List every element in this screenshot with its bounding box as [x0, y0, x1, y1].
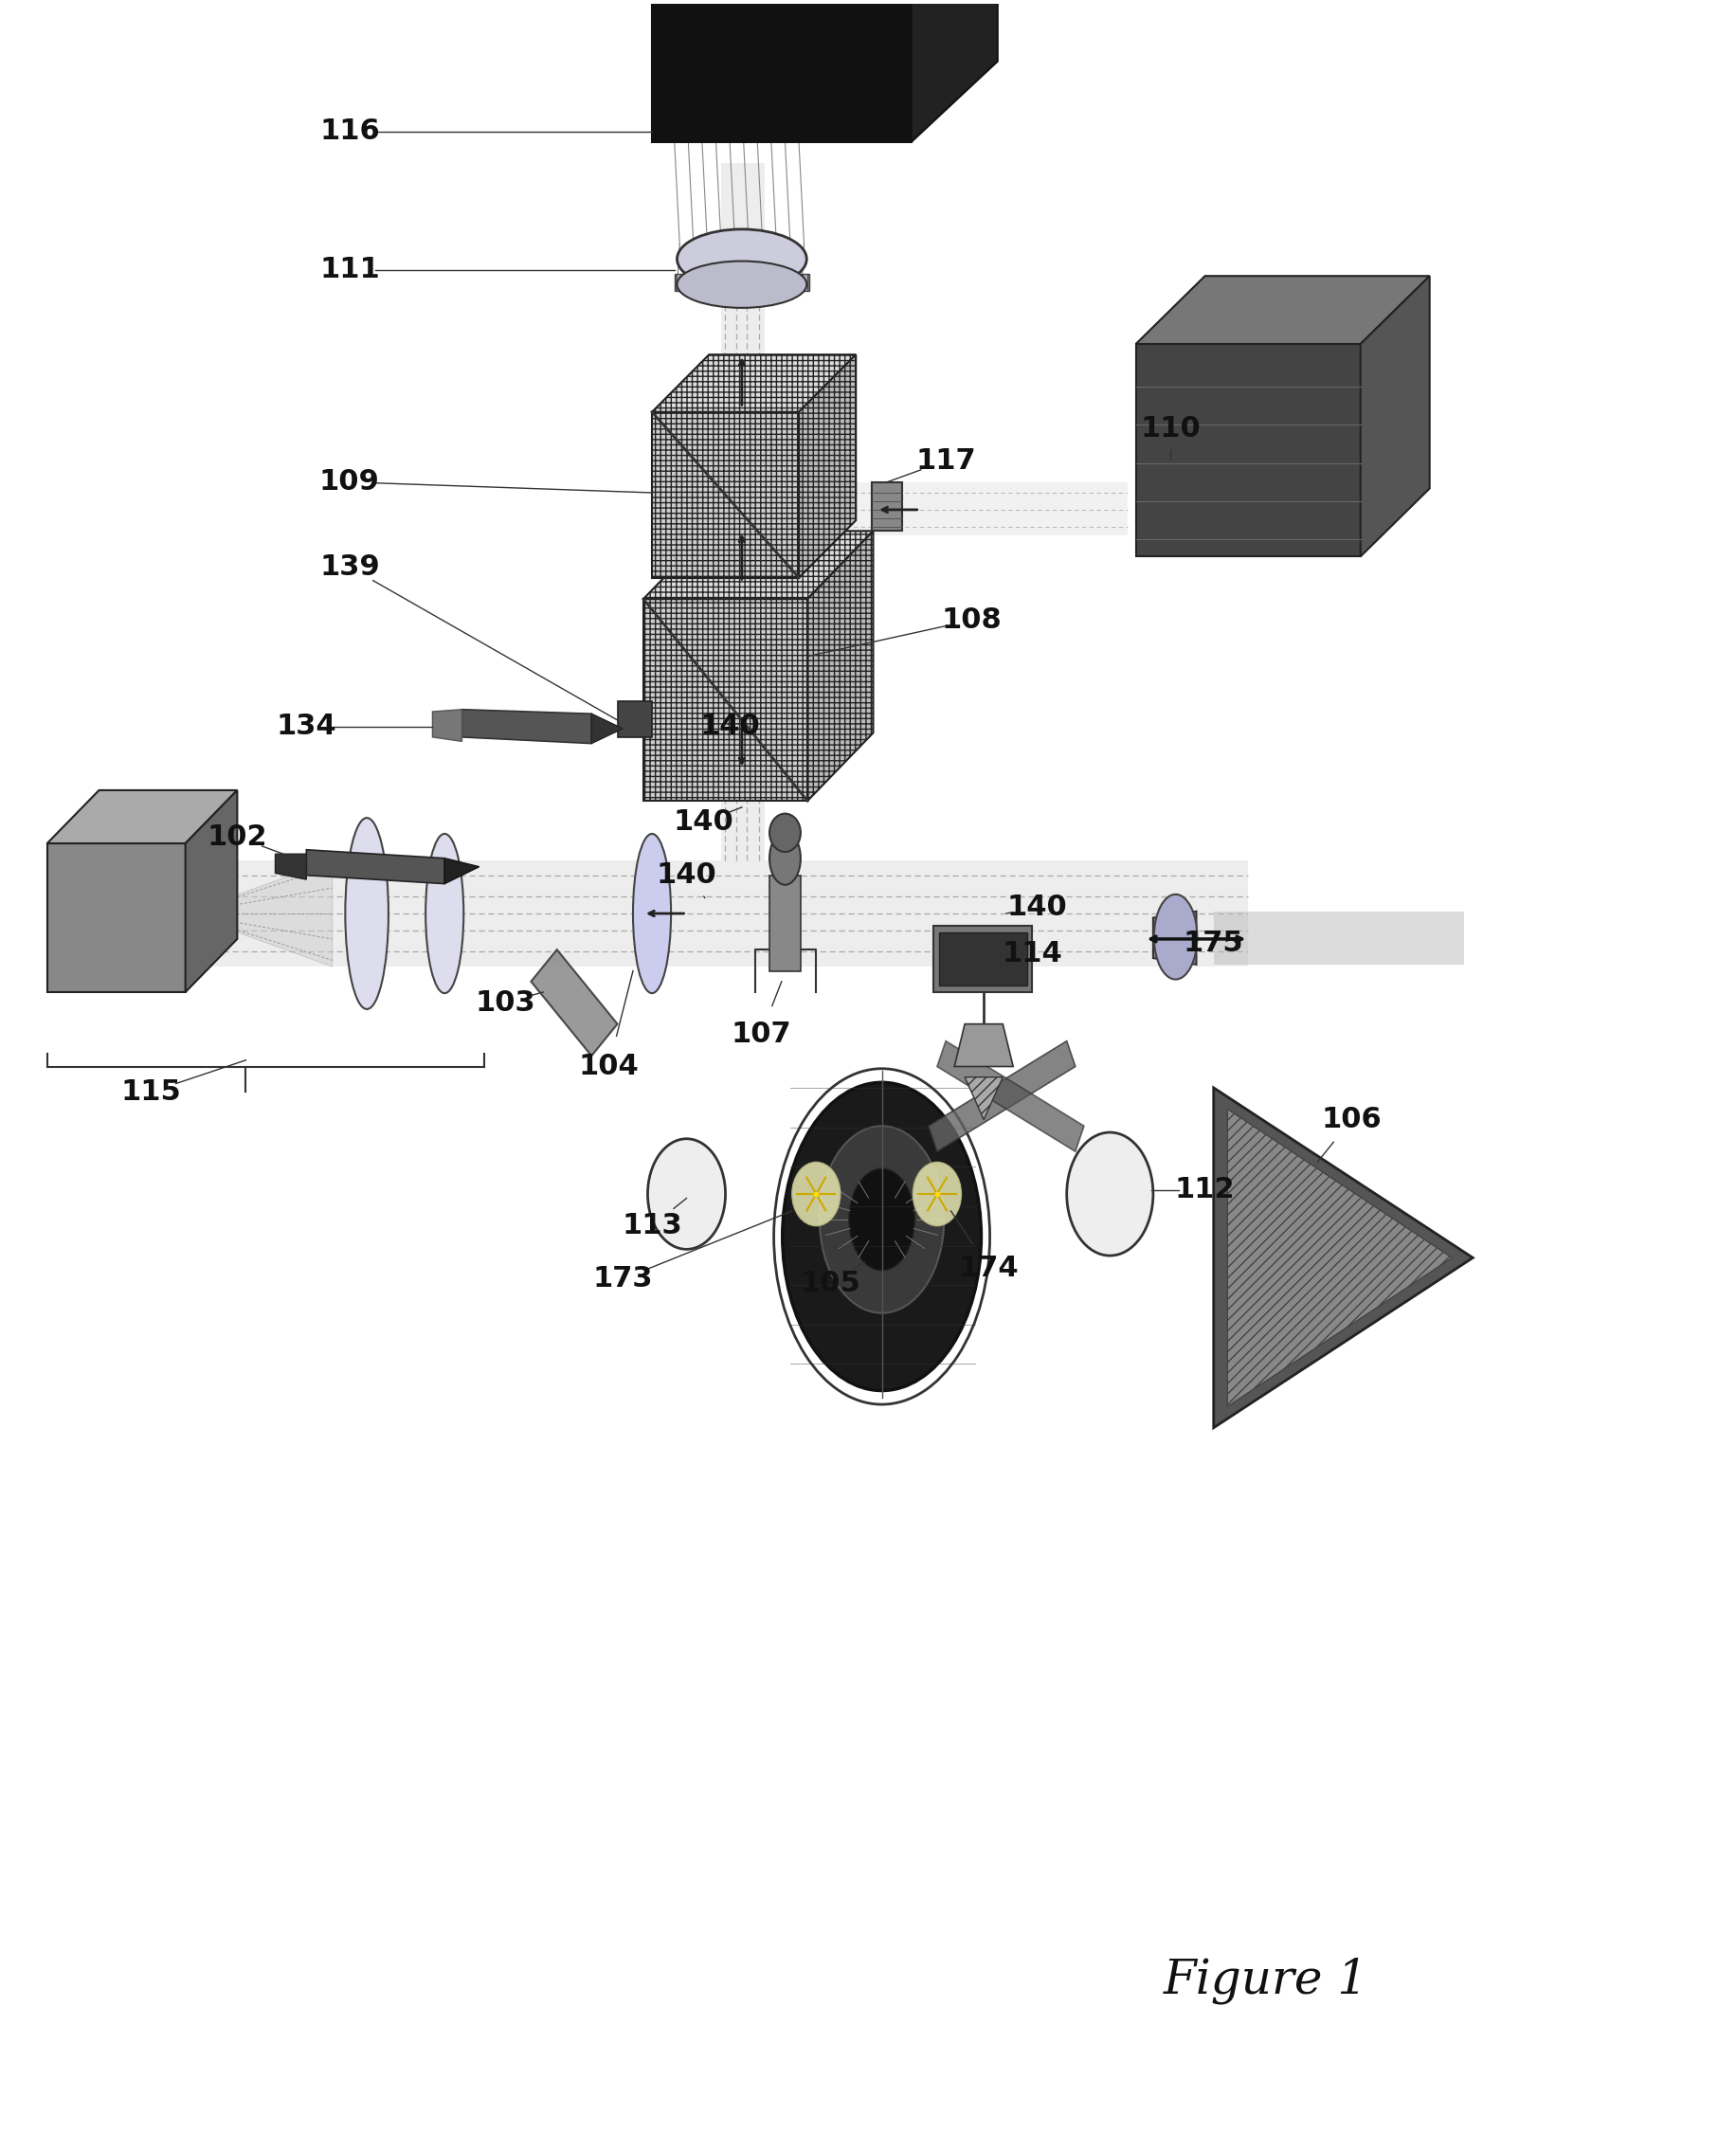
- Polygon shape: [1153, 911, 1196, 964]
- Polygon shape: [186, 860, 332, 966]
- Polygon shape: [1361, 275, 1430, 557]
- Text: 117: 117: [915, 448, 976, 474]
- Polygon shape: [462, 710, 592, 744]
- Polygon shape: [186, 789, 238, 992]
- Polygon shape: [799, 354, 856, 578]
- Text: 104: 104: [578, 1054, 639, 1079]
- Polygon shape: [1227, 1109, 1451, 1406]
- Ellipse shape: [1066, 1133, 1153, 1256]
- Polygon shape: [1135, 275, 1430, 343]
- Ellipse shape: [849, 1169, 915, 1271]
- Ellipse shape: [1154, 894, 1198, 979]
- Polygon shape: [47, 843, 186, 992]
- Polygon shape: [911, 0, 998, 143]
- Ellipse shape: [771, 896, 799, 939]
- Text: 140: 140: [700, 712, 760, 740]
- Text: 114: 114: [1002, 941, 1062, 968]
- Polygon shape: [937, 1041, 1083, 1152]
- Polygon shape: [644, 531, 873, 599]
- Polygon shape: [871, 482, 903, 531]
- Polygon shape: [194, 860, 1248, 966]
- Ellipse shape: [634, 834, 672, 994]
- Polygon shape: [432, 710, 462, 742]
- Text: 116: 116: [319, 117, 380, 145]
- Polygon shape: [955, 1024, 1014, 1066]
- Ellipse shape: [913, 1162, 962, 1226]
- Ellipse shape: [792, 1162, 840, 1226]
- Polygon shape: [1135, 343, 1361, 557]
- Text: 134: 134: [276, 712, 337, 740]
- Text: 140: 140: [674, 808, 734, 836]
- Text: 105: 105: [800, 1269, 859, 1297]
- Polygon shape: [1213, 1088, 1472, 1427]
- Polygon shape: [965, 1077, 1003, 1120]
- Polygon shape: [720, 164, 764, 860]
- Ellipse shape: [769, 832, 800, 885]
- Ellipse shape: [783, 1081, 981, 1391]
- Text: 175: 175: [1184, 930, 1243, 958]
- Text: 111: 111: [319, 256, 380, 284]
- Ellipse shape: [677, 228, 807, 288]
- Polygon shape: [764, 482, 1127, 535]
- Text: 113: 113: [621, 1212, 682, 1239]
- Polygon shape: [592, 715, 623, 744]
- Polygon shape: [306, 849, 444, 883]
- Ellipse shape: [345, 817, 389, 1009]
- Polygon shape: [47, 789, 238, 843]
- Ellipse shape: [648, 1139, 726, 1250]
- Polygon shape: [675, 273, 809, 290]
- Polygon shape: [644, 599, 807, 800]
- Text: 109: 109: [319, 469, 380, 495]
- Polygon shape: [939, 932, 1028, 985]
- Text: 140: 140: [656, 862, 717, 889]
- Polygon shape: [653, 0, 911, 143]
- Text: 174: 174: [958, 1254, 1019, 1282]
- Text: 108: 108: [941, 606, 1002, 634]
- Ellipse shape: [677, 260, 807, 307]
- Polygon shape: [929, 1041, 1075, 1152]
- Text: 115: 115: [120, 1079, 181, 1105]
- Text: 112: 112: [1175, 1175, 1234, 1203]
- Text: 102: 102: [207, 823, 267, 851]
- Polygon shape: [276, 853, 306, 879]
- Text: Figure 1: Figure 1: [1163, 1956, 1368, 2003]
- Text: 106: 106: [1321, 1105, 1382, 1133]
- Ellipse shape: [819, 1126, 944, 1314]
- Ellipse shape: [769, 813, 800, 851]
- Polygon shape: [934, 926, 1033, 992]
- Polygon shape: [769, 875, 800, 971]
- Polygon shape: [807, 531, 873, 800]
- Text: 139: 139: [319, 552, 380, 580]
- Text: 103: 103: [476, 990, 535, 1017]
- Ellipse shape: [425, 834, 464, 994]
- Polygon shape: [531, 949, 618, 1056]
- Text: 107: 107: [731, 1022, 792, 1047]
- Text: 140: 140: [1007, 894, 1068, 921]
- Polygon shape: [618, 702, 653, 738]
- Polygon shape: [444, 857, 479, 883]
- Text: 110: 110: [1141, 416, 1201, 444]
- Polygon shape: [1213, 911, 1463, 964]
- Polygon shape: [653, 354, 856, 412]
- Text: 173: 173: [592, 1265, 653, 1293]
- Polygon shape: [653, 412, 799, 578]
